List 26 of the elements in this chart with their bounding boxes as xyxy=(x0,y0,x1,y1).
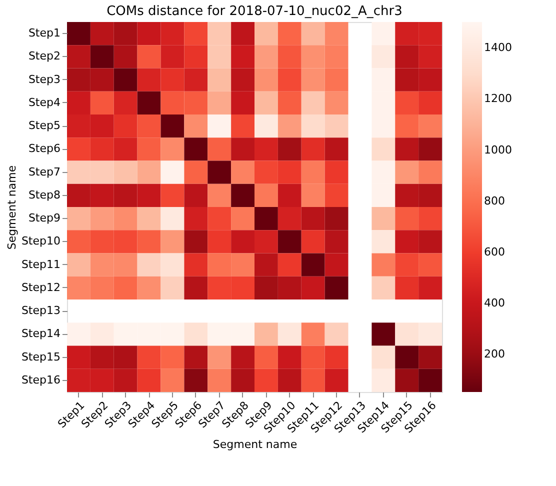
chart-title: COMs distance for 2018-07-10_nuc02_A_chr3 xyxy=(106,4,402,19)
color-bar-label: 800 xyxy=(484,194,505,208)
y-tick-label: Step1 xyxy=(28,26,60,40)
color-bar-label: 400 xyxy=(484,296,505,310)
y-tick-label: Step6 xyxy=(28,142,60,156)
y-tick-label: Step10 xyxy=(21,234,60,248)
color-bar-label: 1400 xyxy=(484,41,512,54)
y-tick-label: Step5 xyxy=(28,119,60,132)
y-axis-title: Segment name xyxy=(5,165,18,250)
y-tick-label: Step15 xyxy=(21,350,60,364)
color-bar-label: 1000 xyxy=(484,143,512,156)
y-tick-label: Step2 xyxy=(28,50,60,63)
y-tick-label: Step16 xyxy=(21,373,60,386)
color-bar-label: 600 xyxy=(484,245,505,258)
y-tick-label: Step7 xyxy=(28,165,60,178)
color-bar-label: 1200 xyxy=(484,92,512,106)
y-tick-label: Step13 xyxy=(21,304,60,318)
y-tick-label: Step12 xyxy=(21,280,60,294)
x-axis-title: Segment name xyxy=(212,438,298,451)
y-tick-label: Step8 xyxy=(28,188,60,202)
y-tick-label: Step11 xyxy=(21,258,60,271)
y-tick-label: Step3 xyxy=(28,72,60,86)
y-tick-label: Step14 xyxy=(21,327,60,340)
y-tick-label: Step9 xyxy=(28,212,60,225)
color-bar-label: 200 xyxy=(484,348,505,361)
y-tick-label: Step4 xyxy=(28,96,60,109)
